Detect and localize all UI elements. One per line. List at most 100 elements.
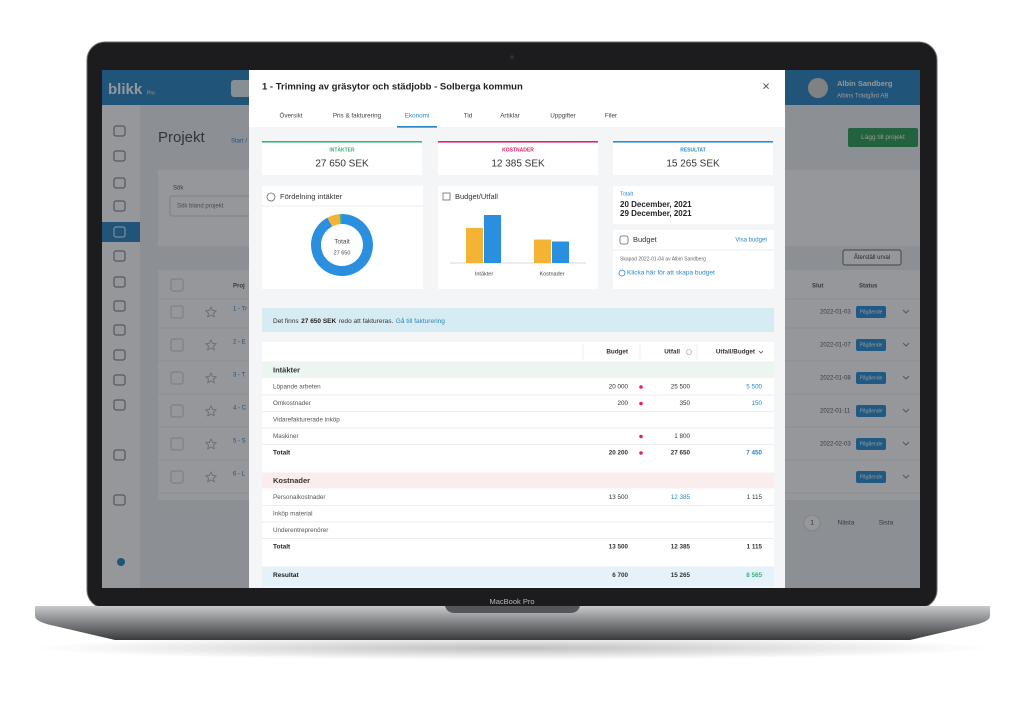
- project-name[interactable]: 1 - Tr: [233, 307, 247, 313]
- star[interactable]: [204, 438, 218, 450]
- checkbox[interactable]: [170, 371, 184, 385]
- project-name[interactable]: 4 - C: [233, 406, 247, 412]
- checkbox[interactable]: [170, 470, 184, 484]
- card-icon: [619, 235, 629, 245]
- add-button[interactable]: [848, 128, 918, 147]
- end-date: 2022-02-03: [820, 442, 851, 448]
- dates-label[interactable]: Totalt: [620, 191, 634, 197]
- kpi-accent: [262, 141, 422, 143]
- tab[interactable]: Filer: [605, 113, 617, 120]
- nav-icon[interactable]: [113, 150, 126, 162]
- row-label: Totalt: [273, 450, 291, 457]
- budget-link[interactable]: Visa budget: [735, 238, 767, 244]
- nav-icon[interactable]: [113, 494, 126, 506]
- nav-icon[interactable]: [113, 125, 126, 137]
- page-current: [803, 514, 821, 532]
- project-name[interactable]: 2 - E: [233, 340, 246, 346]
- diff-value: 8 565: [746, 572, 762, 579]
- create-budget-link[interactable]: Klicka här för att skapa budget: [627, 270, 715, 277]
- reset-button[interactable]: [842, 249, 902, 266]
- kpi-value: 15 265 SEK: [666, 159, 720, 170]
- budget-value: 13 500: [609, 544, 629, 551]
- star[interactable]: [204, 471, 218, 483]
- nav-icon[interactable]: [113, 449, 126, 461]
- star[interactable]: [204, 306, 218, 318]
- chevron[interactable]: [902, 309, 910, 314]
- breadcrumb[interactable]: Start /: [231, 139, 247, 145]
- card-title: Budget/Utfall: [455, 192, 498, 201]
- sidebar-active: [102, 222, 140, 242]
- star[interactable]: [204, 372, 218, 384]
- tab[interactable]: Uppgifter: [550, 113, 576, 120]
- checkbox[interactable]: [170, 278, 184, 292]
- nav-icon[interactable]: [113, 399, 126, 411]
- nav-icon-active[interactable]: [113, 226, 126, 238]
- bar: [484, 215, 501, 263]
- status-label: Pågående: [860, 407, 883, 414]
- close-button[interactable]: ×: [762, 78, 770, 93]
- page-last[interactable]: Sista: [879, 520, 894, 527]
- actual-value: 15 265: [671, 572, 691, 579]
- nav-icon[interactable]: [113, 200, 126, 212]
- actual-value: 1 800: [674, 433, 690, 440]
- diff-value: 1 115: [747, 494, 763, 501]
- banner-text: Det finns 27 650 SEK redo att faktureras. G…: [273, 317, 445, 325]
- end-date: 2022-01-07: [820, 343, 851, 349]
- card-title: Budget: [633, 235, 658, 244]
- chevron[interactable]: [902, 342, 910, 347]
- chevron[interactable]: [902, 441, 910, 446]
- checkbox[interactable]: [170, 338, 184, 352]
- add-button-label[interactable]: Lägg till projekt: [861, 134, 905, 141]
- tab[interactable]: Artiklar: [500, 113, 520, 120]
- checkbox[interactable]: [170, 404, 184, 418]
- section-header: [262, 472, 774, 489]
- reset-button-label[interactable]: Återställ urval: [854, 254, 890, 261]
- banner-link[interactable]: Gå till fakturering: [396, 317, 446, 325]
- donut-center-value: 27 650: [334, 250, 351, 256]
- chevron[interactable]: [902, 375, 910, 380]
- star[interactable]: [204, 339, 218, 351]
- row-label: Vidarefakturerade inköp: [273, 417, 340, 424]
- chevron[interactable]: [902, 474, 910, 479]
- section-header: [262, 362, 774, 378]
- kpi-card: [613, 141, 773, 175]
- page-number[interactable]: 1: [810, 520, 814, 527]
- actual-value: 25 500: [671, 384, 691, 391]
- nav-icon[interactable]: [113, 374, 126, 386]
- chevron[interactable]: [902, 408, 910, 413]
- nav-icon[interactable]: [113, 300, 126, 312]
- kpi-label: RESULTAT: [680, 147, 706, 153]
- page-next[interactable]: Nästa: [838, 520, 855, 527]
- x-tick-label: Kostnader: [539, 271, 564, 277]
- user-name: Albin Sandberg: [837, 79, 893, 88]
- status-label: Pågående: [860, 341, 883, 348]
- budget-value: 20 200: [609, 450, 629, 457]
- x-tick-label: Intäkter: [475, 271, 494, 277]
- tab[interactable]: Tid: [464, 113, 473, 120]
- end-date: 29 December, 2021: [620, 209, 692, 218]
- budget-value: 6 700: [612, 572, 628, 579]
- tab[interactable]: Pris & fakturering: [333, 113, 382, 120]
- budget-value: 20 000: [609, 384, 629, 391]
- nav-icon[interactable]: [113, 324, 126, 336]
- nav-icon[interactable]: [113, 276, 126, 288]
- project-name[interactable]: 3 - T: [233, 373, 246, 379]
- tab[interactable]: Översikt: [279, 112, 302, 120]
- nav-icon[interactable]: [113, 349, 126, 361]
- column-header: Utfall/Budget: [716, 349, 756, 356]
- star[interactable]: [204, 405, 218, 417]
- nav-icon[interactable]: [113, 250, 126, 262]
- project-name[interactable]: 6 - L: [233, 472, 246, 478]
- over-indicator: [639, 401, 643, 406]
- tab-active[interactable]: Ekonomi: [405, 113, 430, 120]
- card-title: Fördelning intäkter: [280, 192, 343, 201]
- end-date: 2022-01-08: [820, 376, 851, 382]
- sidebar: [102, 105, 140, 588]
- actual-value: 27 650: [671, 450, 691, 457]
- project-name[interactable]: 5 - S: [233, 439, 246, 445]
- nav-icon[interactable]: [113, 177, 126, 189]
- checkbox[interactable]: [170, 305, 184, 319]
- checkbox[interactable]: [170, 437, 184, 451]
- status-badge: [856, 438, 886, 450]
- logo: blikk: [108, 81, 143, 98]
